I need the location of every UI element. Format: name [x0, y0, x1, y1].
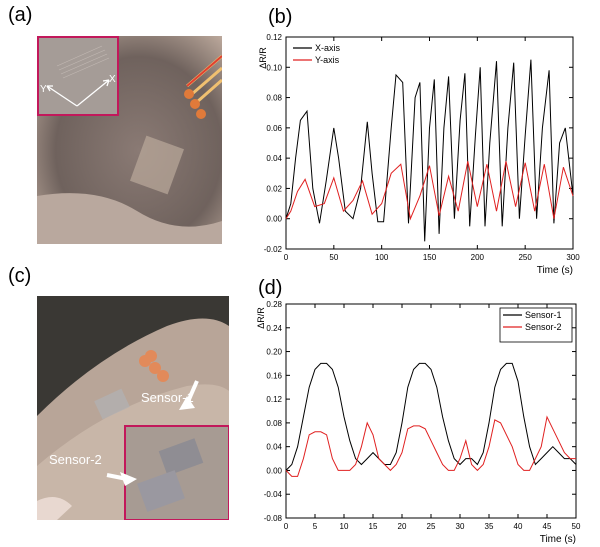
- chart-d-ytick-label: -0.04: [264, 490, 283, 499]
- chart-d-xtick-label: 15: [369, 522, 378, 531]
- chart-b-legend-label: X-axis: [315, 43, 341, 53]
- chart-d-ytick-label: 0.24: [266, 324, 282, 333]
- chart-d-ytick-label: 0.20: [266, 348, 282, 357]
- chart-d-ytick-label: 0.08: [266, 419, 282, 428]
- photo-a-graphic: [37, 36, 222, 244]
- chart-d-xlabel: Time (s): [540, 534, 576, 545]
- chart-b-ytick-label: 0.04: [266, 154, 282, 163]
- chart-b-xlabel: Time (s): [537, 265, 573, 276]
- chart-d-group: -0.08 -0.04 0.00 0.04 0.08 0.12 0.16 0.20 0.24 0.…: [256, 300, 581, 545]
- chart-d-xtick-label: 40: [514, 522, 523, 531]
- photo-c-graphic: [37, 296, 229, 520]
- photo-a-x-label: X: [109, 74, 116, 85]
- chart-d-xtick-label: 50: [572, 522, 581, 531]
- chart-d-xtick-label: 10: [340, 522, 349, 531]
- chart-d-ytick-label: 0.00: [266, 466, 282, 475]
- chart-b-ytick-label: 0.02: [266, 184, 282, 193]
- chart-d-ytick-label: -0.08: [264, 514, 283, 523]
- panel-d-label: (d): [258, 277, 283, 299]
- chart-b-xtick-label: 0: [284, 253, 289, 262]
- chart-d-xtick-label: 30: [456, 522, 465, 531]
- sensor-1-label: Sensor-1: [141, 390, 194, 405]
- chart-d-ytick-label: 0.12: [266, 395, 282, 404]
- chart-b-xtick-label: 300: [566, 253, 580, 262]
- photo-a-y-label: Y: [40, 84, 47, 95]
- chart-d-xtick-label: 5: [313, 522, 318, 531]
- panel-a-label: (a): [8, 4, 33, 26]
- chart-d-legend-label: Sensor-2: [525, 322, 562, 332]
- chart-d-xtick-label: 20: [398, 522, 407, 531]
- panel-b-label: (b): [268, 6, 293, 28]
- chart-b-ylabel: ΔR/R: [258, 47, 268, 69]
- photo-c: Sensor-1 Sensor-2: [37, 296, 229, 520]
- chart-b-legend-label: Y-axis: [315, 55, 340, 65]
- chart-d-series-sensor-2: [285, 415, 576, 477]
- chart-b-group: -0.02 0.00 0.02 0.04 0.06 0.08 0.10 0.12 0 50 100 1…: [258, 33, 580, 276]
- chart-d-legend-label: Sensor-1: [525, 310, 562, 320]
- chart-b-legend-box: [290, 41, 362, 75]
- chart-b-frame: [285, 36, 574, 250]
- chart-b-xtick-label: 250: [518, 253, 532, 262]
- chart-b-ytick-label: -0.02: [264, 245, 283, 254]
- chart-b-series-x-axis: [285, 59, 574, 242]
- photo-a: X Y: [37, 36, 222, 244]
- chart-b-series-y-axis: [285, 161, 574, 221]
- chart-d-ylabel: ΔR/R: [256, 307, 266, 329]
- chart-b-ytick-label: 0.10: [266, 63, 282, 72]
- chart-b-xtick-label: 200: [471, 253, 485, 262]
- panel-c-label: (c): [8, 265, 32, 287]
- chart-d-legend-box: [499, 307, 573, 343]
- chart-d-xtick-label: 35: [485, 522, 494, 531]
- chart-b-xtick-label: 150: [423, 253, 437, 262]
- sensor-2-label: Sensor-2: [49, 452, 102, 467]
- chart-b-ytick-label: 0.00: [266, 215, 282, 224]
- chart-d-ytick-label: 0.04: [266, 443, 282, 452]
- chart-b-xtick-label: 100: [375, 253, 389, 262]
- chart-d-series-sensor-1: [285, 362, 577, 471]
- chart-b-xtick-label: 50: [329, 253, 338, 262]
- chart-b-ytick-label: 0.06: [266, 124, 282, 133]
- chart-d-xtick-label: 45: [543, 522, 552, 531]
- chart-d-frame: [285, 303, 577, 519]
- chart-d-ytick-label: 0.16: [266, 371, 282, 380]
- chart-b-ytick-label: 0.08: [266, 94, 282, 103]
- chart-b-ytick-label: 0.12: [266, 33, 282, 42]
- chart-d-xtick-label: 25: [427, 522, 436, 531]
- chart-d-xtick-label: 0: [284, 522, 289, 531]
- chart-d-ytick-label: 0.28: [266, 300, 282, 309]
